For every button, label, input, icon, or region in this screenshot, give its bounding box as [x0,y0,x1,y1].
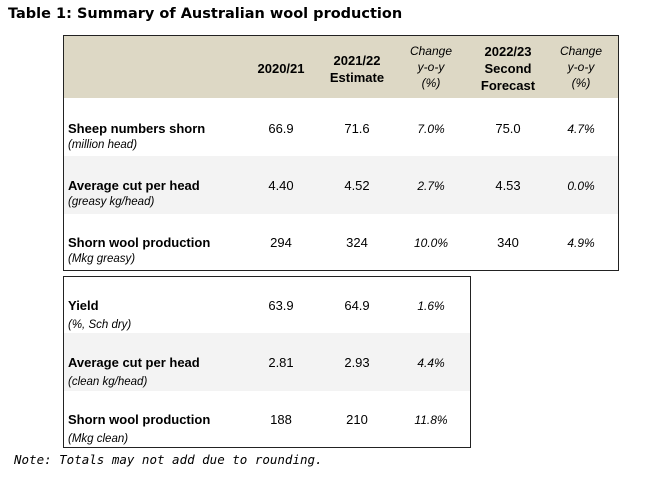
cell-2021-22: 2.93 [344,355,370,370]
cell-change-1: 10.0% [413,236,449,250]
header-2022-23-line2: Second [484,61,532,76]
row-label-main: Shorn wool production [68,412,211,427]
footnote: Note: Totals may not add due to rounding… [14,452,323,467]
row-label: Shorn wool production (Mkg greasy) [68,234,210,267]
cell-change-1: 1.6% [417,299,445,313]
clean-wool-table: Yield (%, Sch dry) 63.9 64.9 1.6% Averag… [63,276,471,448]
cell-change-2: 4.9% [567,236,595,250]
cell-2021-22: 4.52 [344,178,370,193]
row-label: Average cut per head (clean kg/head) [68,354,200,390]
cell-2020-21: 4.40 [268,178,294,193]
header-change-2-line1: Change [559,44,603,58]
header-change-1-line3: (%) [421,76,441,90]
cell-2020-21: 294 [270,235,292,250]
cell-change-1: 4.4% [417,356,445,370]
header-2022-23-line3: Forecast [480,78,536,93]
row-label-main: Shorn wool production [68,235,211,250]
row-label-main: Yield [68,298,99,313]
row-label: Yield (%, Sch dry) [68,297,131,333]
row-label: Average cut per head (greasy kg/head) [68,177,200,210]
header-2022-23-line1: 2022/23 [484,44,532,59]
cell-2020-21: 63.9 [268,298,294,313]
row-label-unit: (million head) [68,139,138,151]
cell-2022-23: 4.53 [495,178,521,193]
table-header-row: 2020/21 2021/22 Estimate Change y-o-y (%… [64,36,618,98]
row-label-main: Average cut per head [68,355,200,370]
header-2021-22-line2: Estimate [329,70,385,85]
header-change-1-line2: y-o-y [417,60,445,74]
cell-2021-22: 64.9 [344,298,370,313]
row-label-unit: (clean kg/head) [68,376,148,388]
row-band [64,156,618,214]
row-label: Shorn wool production (Mkg clean) [68,411,210,447]
cell-2021-22: 324 [346,235,368,250]
header-2020-21: 2020/21 [257,61,305,76]
header-change-1-line1: Change [409,44,453,58]
header-2021-22-line1: 2021/22 [333,53,381,68]
row-label-main: Average cut per head [68,178,200,193]
cell-2021-22: 71.6 [344,121,370,136]
cell-2020-21: 66.9 [268,121,294,136]
cell-change-1: 11.8% [414,413,448,427]
row-label-main: Sheep numbers shorn [68,121,206,136]
cell-2020-21: 2.81 [268,355,294,370]
cell-2022-23: 75.0 [495,121,521,136]
cell-2020-21: 188 [270,412,292,427]
header-2022-23: 2022/23 Second Forecast [468,43,548,94]
row-label-unit: (Mkg clean) [68,433,129,445]
cell-2022-23: 340 [497,235,519,250]
header-change-2: Change y-o-y (%) [548,43,614,91]
cell-change-1: 2.7% [417,179,445,193]
header-change-1: Change y-o-y (%) [398,43,464,91]
row-label-unit: (Mkg greasy) [68,253,136,265]
greasy-wool-table: 2020/21 2021/22 Estimate Change y-o-y (%… [63,35,619,271]
cell-change-2: 0.0% [567,179,595,193]
header-change-2-line2: y-o-y [567,60,595,74]
header-2021-22: 2021/22 Estimate [319,52,395,86]
row-label: Sheep numbers shorn (million head) [68,120,205,153]
row-label-unit: (greasy kg/head) [68,196,155,208]
row-band [64,333,470,391]
header-change-2-line3: (%) [571,76,591,90]
table-title: Table 1: Summary of Australian wool prod… [8,6,403,22]
cell-change-1: 7.0% [417,122,445,136]
cell-change-2: 4.7% [567,122,595,136]
row-label-unit: (%, Sch dry) [68,319,132,331]
cell-2021-22: 210 [346,412,368,427]
